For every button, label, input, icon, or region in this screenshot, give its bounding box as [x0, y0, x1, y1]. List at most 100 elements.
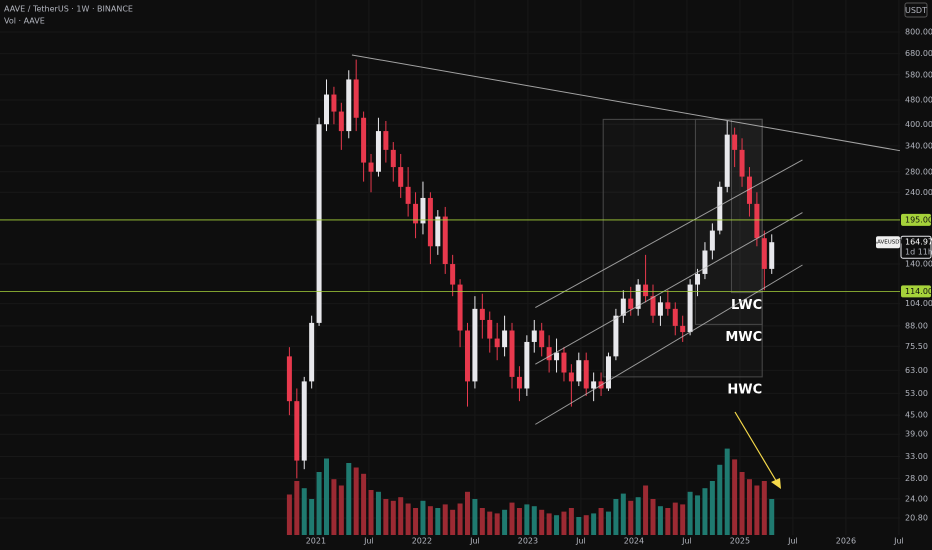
candle-body	[739, 149, 745, 177]
candle-body	[286, 356, 292, 402]
volume-bar	[301, 488, 307, 535]
candle-body	[294, 401, 300, 461]
volume-bar	[368, 490, 374, 535]
candle-body	[457, 284, 463, 331]
candle-body	[398, 167, 404, 187]
volume-bar	[591, 513, 597, 535]
x-tick-label: Jul	[469, 537, 480, 546]
candle-body	[368, 162, 374, 172]
candle-body	[628, 298, 634, 309]
price-axis	[900, 0, 932, 550]
zone-label: HWC	[727, 382, 762, 397]
candle-body	[375, 131, 381, 172]
candle-body	[769, 242, 775, 269]
candle-body	[435, 216, 441, 247]
trendline	[351, 54, 901, 152]
volume-bar	[761, 481, 767, 535]
countdown: 1d 11h	[905, 248, 932, 257]
volume-bar	[746, 479, 752, 535]
y-tick-label: 480.00	[905, 95, 932, 104]
volume	[286, 448, 775, 535]
volume-bar	[643, 485, 649, 535]
y-tick-label: 800.00	[905, 27, 932, 36]
volume-bar	[657, 506, 663, 535]
candle-body	[516, 376, 522, 389]
volume-bar	[398, 497, 404, 535]
candle-body	[450, 264, 456, 285]
candle-body	[680, 325, 686, 333]
last-price: 164.97	[905, 238, 932, 247]
subtitle: Vol · AAVE	[4, 17, 45, 26]
candle-body	[494, 338, 500, 348]
volume-bar	[635, 497, 641, 535]
volume-bar	[502, 509, 508, 535]
candle-body	[561, 352, 567, 373]
volume-bar	[620, 493, 626, 535]
volume-bar	[613, 499, 619, 535]
volume-bar	[665, 508, 671, 535]
symbol-box	[876, 236, 900, 249]
volume-bar	[605, 511, 611, 535]
candle-body	[405, 186, 411, 204]
candle-body	[413, 203, 419, 224]
volume-bar	[309, 499, 315, 535]
candle-body	[502, 330, 508, 348]
candle-body	[346, 79, 352, 132]
x-tick-label: 2024	[624, 537, 644, 546]
axis: 800.00 680.00 580.00 480.00 400.00 340.00 280.…	[306, 27, 932, 545]
candle-body	[309, 322, 315, 382]
volume-bar	[324, 458, 330, 535]
candle-body	[472, 308, 478, 382]
candle-body	[605, 356, 611, 389]
level-label-box	[901, 285, 931, 298]
volume-bar	[383, 499, 389, 535]
candle-body	[420, 197, 426, 224]
candle-body	[672, 308, 678, 326]
y-tick-label: 680.00	[905, 49, 932, 58]
level-label-box	[901, 213, 931, 226]
y-tick-label: 33.00	[905, 452, 928, 461]
candle-body	[754, 203, 760, 239]
symbol: AAVEUSDT	[873, 240, 903, 246]
candle-body	[568, 372, 574, 382]
x-tick-label: Jul	[787, 537, 798, 546]
chart-title: AAVE / TetherUS · 1W · BINANCE	[4, 5, 133, 14]
y-tick-label: 53.00	[905, 389, 928, 398]
candle-body	[717, 186, 723, 231]
y-tick-label: 20.80	[905, 513, 928, 522]
candle-body	[657, 302, 663, 316]
volume-bar	[531, 506, 537, 535]
volume-bar	[353, 467, 359, 535]
currency-box[interactable]	[904, 2, 928, 18]
volume-bar	[769, 499, 775, 535]
candle-body	[687, 284, 693, 333]
x-tick-label: 2021	[306, 537, 326, 546]
volume-bar	[294, 481, 300, 535]
volume-bar	[405, 503, 411, 535]
candle-body	[353, 79, 359, 118]
grid	[0, 0, 900, 535]
trendline	[535, 212, 803, 365]
volume-bar	[732, 459, 738, 535]
volume-bar	[628, 500, 634, 535]
candle-body	[591, 381, 597, 389]
candle-body	[546, 347, 552, 361]
y-tick-label: 45.00	[905, 411, 928, 420]
candle-body	[702, 250, 708, 274]
y-tick-label: 280.00	[905, 167, 932, 176]
candle-body	[635, 284, 641, 309]
currency[interactable]: USDT	[905, 6, 927, 15]
volume-bar	[576, 517, 582, 535]
volume-bar	[739, 472, 745, 535]
y-tick-label: 340.00	[905, 141, 932, 150]
volume-bar	[420, 500, 426, 535]
candle-body	[487, 319, 493, 339]
volume-bar	[695, 495, 701, 535]
volume-bar	[568, 508, 574, 535]
volume-bar	[583, 515, 589, 535]
candle-body	[554, 352, 560, 361]
zone-label: LWC	[731, 298, 762, 313]
x-tick-label: 2022	[412, 537, 432, 546]
